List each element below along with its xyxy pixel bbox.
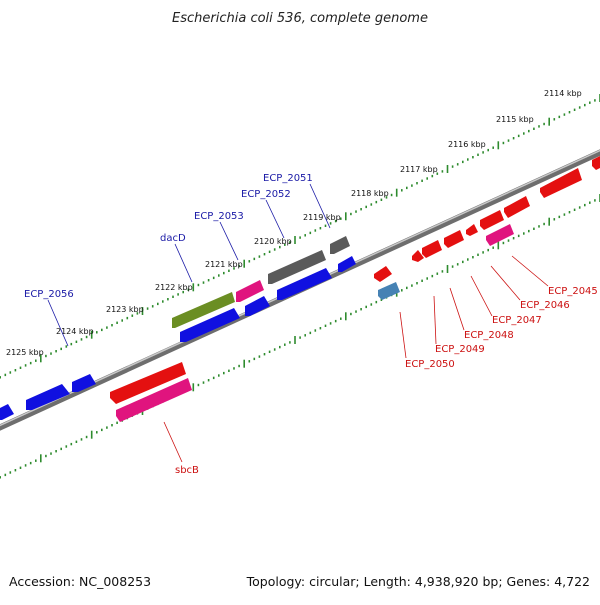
kbp-label: 2125 kbp	[6, 348, 44, 357]
forward-labels: ECP_2056 dacD ECP_2053 ECP_2052 ECP_2051	[24, 173, 331, 347]
gene-arrow-blue[interactable]	[72, 374, 96, 392]
gene-arrow-red[interactable]	[412, 250, 424, 262]
kbp-label: 2122 kbp	[155, 283, 193, 292]
gene-ECP_2053[interactable]	[236, 280, 264, 302]
kbp-label: 2119 kbp	[303, 213, 341, 222]
kbp-label: 2124 kbp	[56, 327, 94, 336]
kbp-labels: 2114 kbp 2115 kbp 2116 kbp 2117 kbp 2118…	[6, 89, 582, 357]
forward-genes	[0, 236, 356, 420]
gene-arrow-red[interactable]	[110, 362, 186, 404]
gene-arrow-red[interactable]	[504, 196, 530, 218]
gene-arrow-red[interactable]	[466, 224, 478, 236]
label-ECP_2056[interactable]: ECP_2056	[24, 289, 74, 300]
gene-ECP_2051[interactable]	[330, 236, 350, 254]
forward-tick-track	[0, 94, 600, 379]
gene-sbcB[interactable]	[116, 378, 192, 422]
label-ECP_2048[interactable]: ECP_2048	[464, 330, 514, 341]
reverse-genes	[110, 154, 600, 422]
gene-arrow-red[interactable]	[444, 230, 464, 248]
gene-arrow-red[interactable]	[592, 154, 600, 170]
gene-arrow-blue[interactable]	[338, 256, 356, 272]
label-ECP_2052[interactable]: ECP_2052	[241, 189, 291, 200]
kbp-label: 2117 kbp	[400, 165, 438, 174]
label-dacD[interactable]: dacD	[160, 233, 186, 244]
map-title: Escherichia coli 536, complete genome	[172, 11, 428, 26]
gene-arrow-blue[interactable]	[26, 384, 70, 410]
gene-arrow-red[interactable]	[422, 240, 442, 258]
kbp-label: 2115 kbp	[496, 115, 534, 124]
gene-arrow-red[interactable]	[374, 266, 392, 282]
gene-ECP_2050[interactable]	[378, 282, 400, 300]
gene-arrow-blue[interactable]	[180, 308, 240, 342]
gene-arrow-red[interactable]	[540, 168, 582, 198]
gene-arrow-red[interactable]	[480, 210, 504, 230]
kbp-label: 2123 kbp	[106, 305, 144, 314]
kbp-label: 2114 kbp	[544, 89, 582, 98]
genome-summary-text: Topology: circular; Length: 4,938,920 bp…	[246, 574, 590, 589]
accession-text: Accession: NC_008253	[9, 574, 151, 589]
gene-arrow-blue[interactable]	[0, 404, 14, 420]
gene-arrow-blue[interactable]	[245, 296, 270, 316]
label-ECP_2051[interactable]: ECP_2051	[263, 173, 313, 184]
reverse-labels: sbcB ECP_2050 ECP_2049 ECP_2048 ECP_2047…	[163, 255, 598, 476]
gene-ECP_2047[interactable]	[486, 224, 514, 246]
gene-arrow-blue[interactable]	[277, 268, 332, 300]
label-ECP_2047[interactable]: ECP_2047	[492, 315, 542, 326]
gene-ECP_2052[interactable]	[268, 250, 326, 284]
kbp-label: 2116 kbp	[448, 140, 486, 149]
kbp-label: 2118 kbp	[351, 189, 389, 198]
gene-dacD[interactable]	[172, 292, 235, 328]
kbp-label: 2121 kbp	[205, 260, 243, 269]
label-ECP_2046[interactable]: ECP_2046	[520, 300, 570, 311]
label-ECP_2045[interactable]: ECP_2045	[548, 286, 598, 297]
label-ECP_2053[interactable]: ECP_2053	[194, 211, 244, 222]
label-sbcB[interactable]: sbcB	[175, 465, 199, 476]
label-ECP_2050[interactable]: ECP_2050	[405, 359, 455, 370]
kbp-label: 2120 kbp	[254, 237, 292, 246]
label-ECP_2049[interactable]: ECP_2049	[435, 344, 485, 355]
